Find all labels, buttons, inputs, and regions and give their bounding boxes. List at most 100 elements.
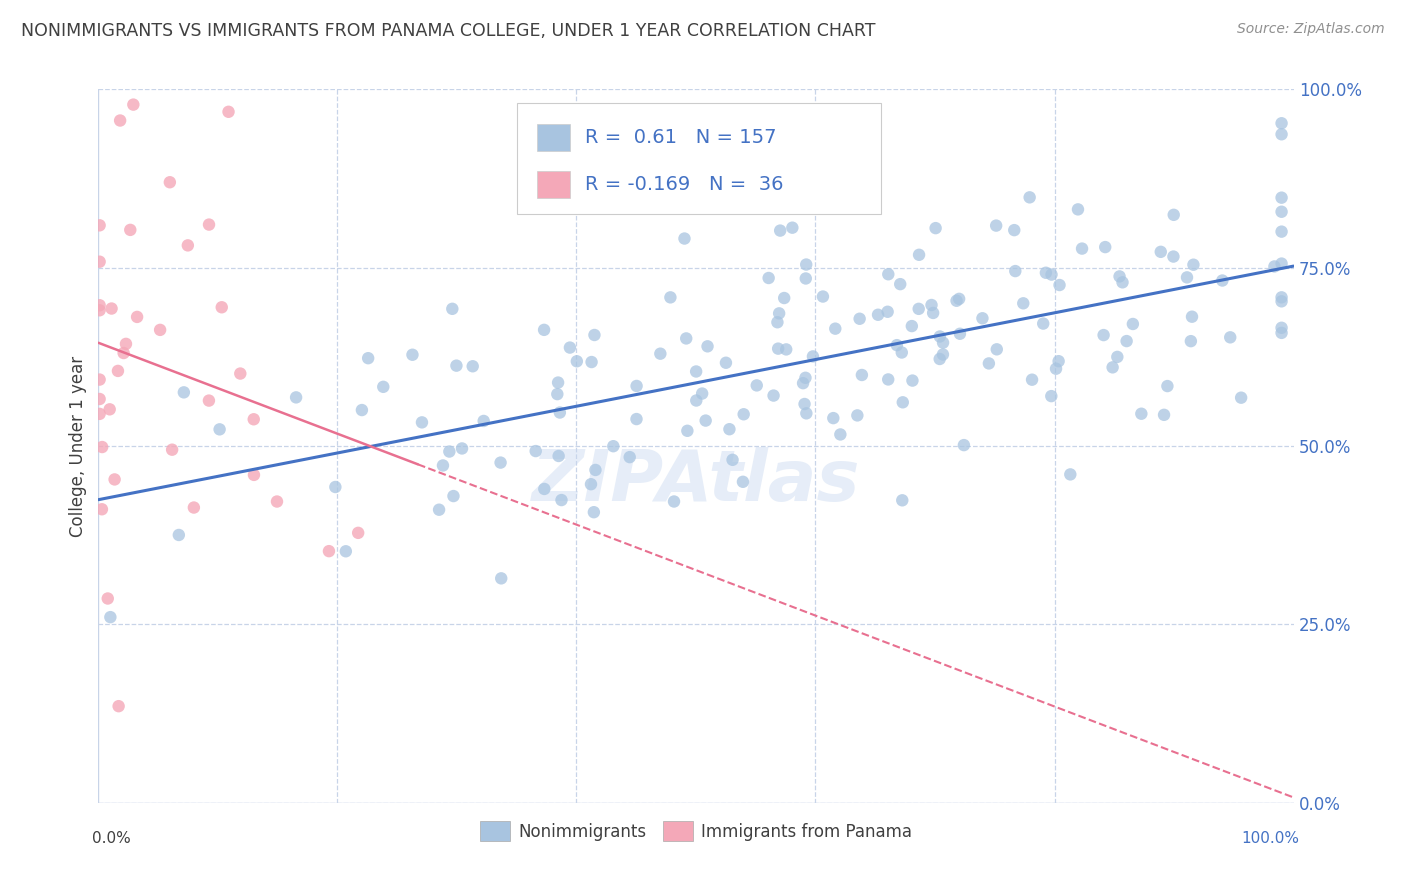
Point xyxy=(928,351,950,366)
Text: 100.0%: 100.0% xyxy=(1241,831,1299,847)
Point xyxy=(1211,273,1233,287)
Point xyxy=(1130,407,1153,421)
Point xyxy=(1271,290,1294,304)
Point xyxy=(846,409,869,423)
Point xyxy=(91,440,114,454)
Point xyxy=(769,224,792,238)
Point xyxy=(876,305,898,319)
Point xyxy=(733,407,755,421)
Point xyxy=(773,291,796,305)
Point xyxy=(218,104,240,119)
Point xyxy=(1094,240,1116,254)
Point xyxy=(685,364,707,378)
Point xyxy=(782,220,804,235)
Point xyxy=(89,373,111,387)
Point xyxy=(89,219,111,233)
Point xyxy=(766,342,789,356)
Point xyxy=(889,277,911,292)
Point xyxy=(546,387,568,401)
Point xyxy=(619,450,641,464)
Point xyxy=(1181,310,1204,324)
Point xyxy=(675,331,697,345)
Point xyxy=(489,456,512,470)
Point xyxy=(208,422,231,436)
Point xyxy=(1021,373,1043,387)
Text: 0.0%: 0.0% xyxy=(93,831,131,847)
Point xyxy=(673,231,696,245)
Point xyxy=(1271,320,1294,334)
Point xyxy=(851,368,873,382)
Point xyxy=(97,591,120,606)
Point xyxy=(1059,467,1081,482)
Point xyxy=(357,351,380,366)
Point xyxy=(977,356,1000,370)
Legend: Nonimmigrants, Immigrants from Panama: Nonimmigrants, Immigrants from Panama xyxy=(472,814,920,848)
Point xyxy=(373,380,395,394)
Point xyxy=(891,493,914,508)
Point xyxy=(1004,264,1026,278)
Point xyxy=(524,444,547,458)
Point xyxy=(242,412,264,426)
Point xyxy=(1271,294,1294,309)
Point xyxy=(626,412,648,426)
Point xyxy=(650,346,672,360)
Point xyxy=(285,390,308,404)
Point xyxy=(924,221,946,235)
Point xyxy=(104,472,127,486)
Point xyxy=(922,306,945,320)
Point xyxy=(167,528,190,542)
Point xyxy=(1040,389,1063,403)
Point xyxy=(401,348,423,362)
Point xyxy=(1271,256,1294,270)
Point xyxy=(891,395,914,409)
Point xyxy=(115,337,138,351)
Point xyxy=(1122,317,1144,331)
Point xyxy=(986,343,1008,357)
Point xyxy=(347,525,370,540)
Point xyxy=(662,494,685,508)
Point xyxy=(901,319,924,334)
Point xyxy=(948,292,970,306)
Point xyxy=(198,218,221,232)
Point xyxy=(1180,334,1202,348)
Point xyxy=(659,290,682,304)
Point xyxy=(1002,223,1025,237)
Point xyxy=(1040,268,1063,282)
Point xyxy=(548,405,571,419)
Point xyxy=(1049,278,1071,293)
Point xyxy=(1071,242,1094,256)
Point xyxy=(1182,258,1205,272)
Point xyxy=(107,699,129,714)
Point xyxy=(1115,334,1137,348)
Point xyxy=(793,397,815,411)
Point xyxy=(1156,379,1178,393)
Text: Source: ZipAtlas.com: Source: ZipAtlas.com xyxy=(1237,22,1385,37)
Point xyxy=(768,306,790,320)
Point xyxy=(211,300,233,314)
FancyBboxPatch shape xyxy=(537,124,571,152)
Point xyxy=(1153,408,1175,422)
Point xyxy=(766,315,789,329)
Point xyxy=(1271,191,1294,205)
Point xyxy=(1092,328,1115,343)
Point xyxy=(582,505,605,519)
Point xyxy=(461,359,484,374)
FancyBboxPatch shape xyxy=(537,171,571,198)
Point xyxy=(775,343,797,357)
Point xyxy=(1271,128,1294,142)
Point xyxy=(762,388,785,402)
Point xyxy=(877,267,900,281)
Point xyxy=(886,338,908,352)
Point xyxy=(243,467,266,482)
Point xyxy=(108,113,131,128)
Point xyxy=(890,345,912,359)
Point xyxy=(533,482,555,496)
Point xyxy=(1067,202,1090,217)
Point xyxy=(690,386,713,401)
Point xyxy=(685,393,707,408)
Point xyxy=(427,502,450,516)
Point xyxy=(89,298,111,312)
Point xyxy=(602,439,624,453)
Point xyxy=(432,458,454,473)
Point xyxy=(823,411,845,425)
